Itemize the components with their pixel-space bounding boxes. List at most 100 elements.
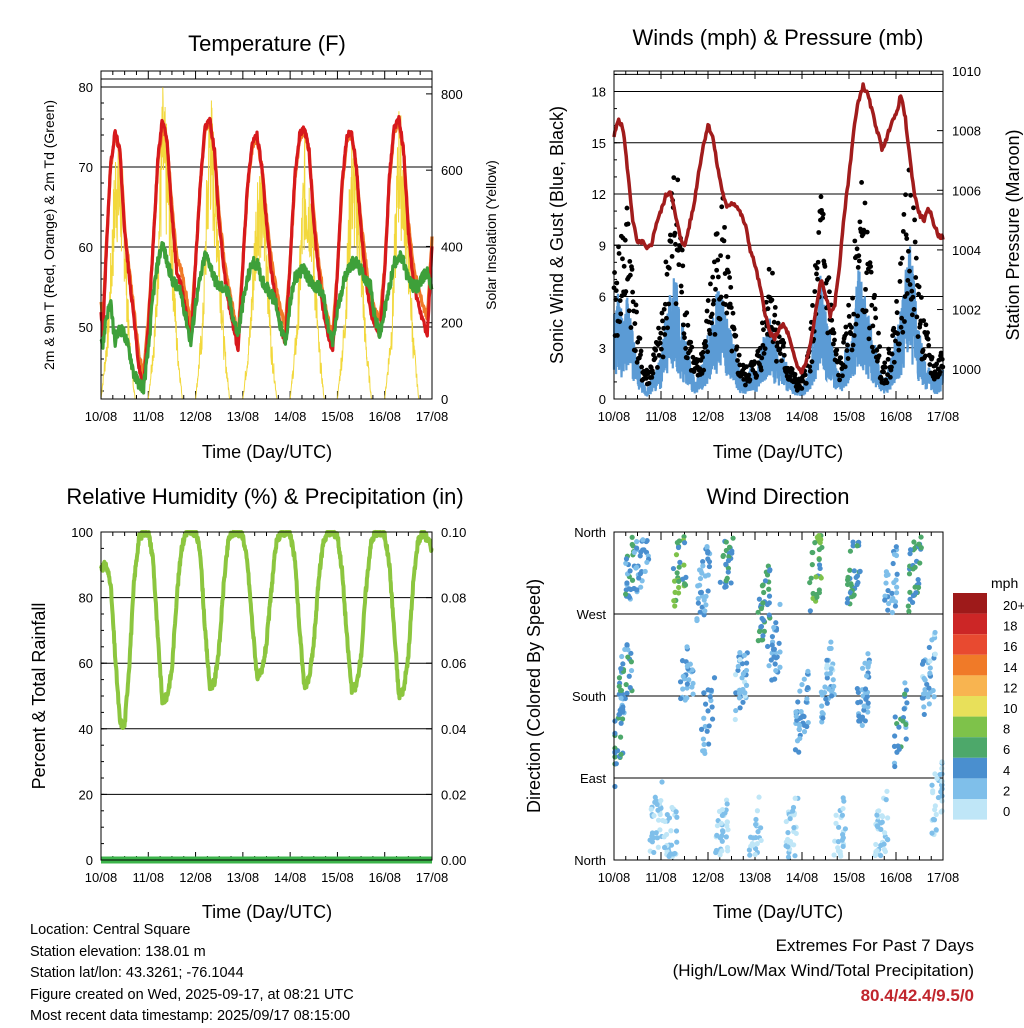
direction-point bbox=[819, 703, 825, 709]
gust-point bbox=[772, 305, 778, 310]
gust-point bbox=[922, 353, 928, 359]
direction-point bbox=[809, 562, 815, 568]
direction-point bbox=[804, 696, 810, 702]
direction-point bbox=[826, 645, 833, 652]
direction-point bbox=[927, 690, 933, 696]
gust-point bbox=[704, 308, 710, 314]
direction-point bbox=[915, 584, 922, 591]
insolation-line bbox=[100, 87, 432, 400]
direction-point bbox=[681, 562, 687, 568]
direction-point bbox=[616, 683, 622, 689]
gust-point bbox=[881, 369, 886, 375]
direction-point bbox=[737, 650, 743, 656]
humidity-line bbox=[99, 530, 434, 730]
direction-point bbox=[758, 623, 765, 630]
direction-point bbox=[705, 549, 711, 555]
direction-point bbox=[755, 609, 761, 615]
direction-point bbox=[689, 684, 695, 690]
direction-point bbox=[761, 628, 767, 634]
gust-point bbox=[912, 239, 918, 245]
direction-point bbox=[791, 825, 797, 831]
gust-point bbox=[913, 275, 919, 280]
gust-point bbox=[921, 318, 927, 324]
gust-point bbox=[643, 376, 649, 381]
gust-point bbox=[890, 333, 896, 339]
gust-point bbox=[863, 308, 869, 314]
direction-point bbox=[831, 683, 837, 689]
direction-point bbox=[816, 590, 822, 596]
direction-point bbox=[891, 580, 897, 586]
gust-point bbox=[939, 356, 945, 362]
direction-point bbox=[883, 580, 889, 586]
gust-point bbox=[684, 310, 690, 316]
direction-point bbox=[698, 726, 705, 732]
direction-point bbox=[836, 824, 842, 830]
direction-point bbox=[684, 644, 690, 650]
direction-point bbox=[673, 828, 680, 834]
direction-point bbox=[725, 558, 732, 564]
plot-border bbox=[613, 531, 944, 861]
gust-point bbox=[846, 302, 852, 308]
direction-point bbox=[676, 584, 682, 591]
y-tick-label: 3 bbox=[599, 341, 606, 356]
y-tick-label: North bbox=[574, 853, 606, 868]
direction-point bbox=[930, 788, 936, 794]
direction-point bbox=[797, 688, 803, 694]
gust-point bbox=[650, 370, 656, 376]
direction-point bbox=[706, 741, 712, 747]
gust-point bbox=[774, 358, 779, 364]
gust-point bbox=[709, 320, 714, 326]
direction-point bbox=[714, 832, 720, 838]
direction-point bbox=[828, 693, 835, 699]
direction-point bbox=[833, 820, 839, 826]
direction-point bbox=[773, 668, 779, 674]
direction-point bbox=[816, 533, 822, 539]
direction-point bbox=[817, 565, 823, 572]
direction-point bbox=[814, 594, 820, 600]
colorbar-swatch bbox=[953, 757, 987, 779]
direction-point bbox=[793, 713, 799, 719]
direction-point bbox=[704, 544, 710, 550]
gust-point bbox=[814, 265, 820, 271]
direction-point bbox=[864, 673, 870, 679]
gust-point bbox=[614, 280, 620, 286]
direction-point bbox=[697, 609, 703, 615]
direction-point bbox=[839, 837, 845, 843]
gust-point bbox=[669, 253, 675, 259]
gust-point bbox=[614, 333, 620, 338]
gust-point bbox=[682, 335, 687, 341]
direction-point bbox=[878, 820, 884, 826]
colorbar-swatch bbox=[953, 654, 987, 676]
y2-tick-label: 1010 bbox=[952, 64, 981, 79]
gust-point bbox=[885, 356, 891, 362]
y-tick-label: East bbox=[580, 771, 606, 786]
direction-point bbox=[736, 695, 743, 701]
gust-point bbox=[635, 339, 641, 345]
direction-point bbox=[865, 651, 871, 657]
direction-point bbox=[865, 709, 871, 715]
y-tick-label: 20 bbox=[79, 787, 93, 802]
gust-point bbox=[652, 355, 658, 361]
gust-point bbox=[612, 270, 617, 275]
plot-border bbox=[613, 70, 944, 400]
direction-point bbox=[737, 657, 743, 663]
gust-point bbox=[856, 258, 862, 264]
direction-point bbox=[777, 601, 783, 607]
direction-point bbox=[740, 671, 746, 677]
direction-point bbox=[880, 814, 886, 820]
y2-tick-label: 0.10 bbox=[441, 525, 466, 540]
x-tick-label: 12/08 bbox=[692, 870, 725, 885]
direction-point bbox=[939, 771, 945, 777]
direction-point bbox=[706, 563, 713, 570]
gust-point bbox=[668, 239, 674, 244]
gust-point bbox=[789, 366, 795, 372]
gust-point bbox=[851, 333, 857, 338]
gust-point bbox=[723, 293, 729, 299]
direction-point bbox=[790, 808, 796, 814]
gust-point bbox=[634, 309, 639, 315]
gust-point bbox=[872, 306, 878, 312]
direction-point bbox=[678, 695, 684, 702]
colorbar-swatch bbox=[953, 716, 987, 738]
direction-point bbox=[628, 650, 634, 656]
gust-point bbox=[884, 380, 890, 386]
